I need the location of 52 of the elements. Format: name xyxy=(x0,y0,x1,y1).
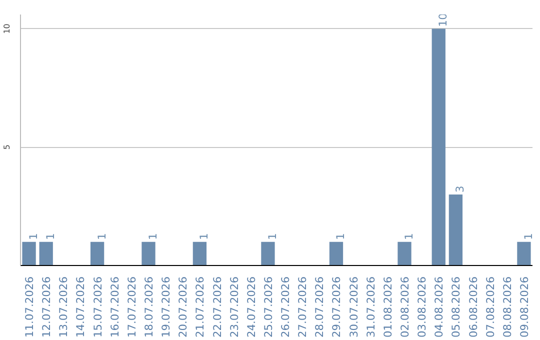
x-tick-label: 17.07.2026 xyxy=(125,276,138,338)
x-tick-label: 09.08.2026 xyxy=(518,276,531,338)
x-tick-label: 20.07.2026 xyxy=(176,276,190,338)
x-tick-label: 30.07.2026 xyxy=(347,276,360,338)
bar xyxy=(329,242,344,266)
x-tick-label: 05.08.2026 xyxy=(450,276,463,338)
x-tick-label: 15.07.2026 xyxy=(91,276,104,338)
data-label: 1 xyxy=(44,233,58,240)
data-label: 1 xyxy=(522,233,535,240)
data-label: 1 xyxy=(266,233,279,240)
x-tick-label: 23.07.2026 xyxy=(228,276,241,338)
x-tick-label: 28.07.2026 xyxy=(313,276,326,338)
data-label: 3 xyxy=(454,186,467,192)
bar xyxy=(39,242,53,266)
bar xyxy=(192,242,207,266)
x-tick-label: 12.07.2026 xyxy=(40,276,54,338)
bar xyxy=(90,242,104,266)
x-tick-label: 13.07.2026 xyxy=(57,276,70,338)
y-tick-label: 5 xyxy=(2,144,12,150)
x-tick-label: 03.08.2026 xyxy=(416,276,429,338)
x-tick-label: 04.08.2026 xyxy=(432,276,446,338)
bar xyxy=(448,194,463,266)
x-tick-label: 06.08.2026 xyxy=(466,276,480,338)
x-tick-label: 01.08.2026 xyxy=(381,276,394,338)
data-label: 1 xyxy=(402,233,416,240)
x-tick-label: 07.08.2026 xyxy=(484,276,497,338)
data-label: 1 xyxy=(146,233,160,240)
x-tick-label: 26.07.2026 xyxy=(279,276,292,338)
x-tick-label: 14.07.2026 xyxy=(74,276,88,338)
x-tick-label: 08.08.2026 xyxy=(500,276,514,338)
x-tick-label: 21.07.2026 xyxy=(194,276,207,338)
x-tick-label: 22.07.2026 xyxy=(210,276,224,338)
data-label: 1 xyxy=(334,233,348,240)
x-tick-label: 19.07.2026 xyxy=(160,276,173,338)
bar xyxy=(398,242,412,266)
x-tick-label: 27.07.2026 xyxy=(296,276,310,338)
bar xyxy=(261,242,275,266)
bar xyxy=(142,242,156,266)
data-label: 1 xyxy=(198,233,211,240)
data-label: 1 xyxy=(95,233,108,240)
x-tick-label: 24.07.2026 xyxy=(244,276,258,338)
x-tick-label: 31.07.2026 xyxy=(364,276,378,338)
x-tick-label: 02.08.2026 xyxy=(398,276,412,338)
x-tick-label: 18.07.2026 xyxy=(142,276,156,338)
x-tick-label: 16.07.2026 xyxy=(108,276,122,338)
x-tick-label: 11.07.2026 xyxy=(23,276,36,338)
bar xyxy=(517,242,531,266)
x-tick-label: 25.07.2026 xyxy=(262,276,275,338)
bar xyxy=(22,242,36,266)
data-label: 1 xyxy=(27,233,40,240)
bar xyxy=(432,28,446,266)
x-tick-label: 29.07.2026 xyxy=(330,276,344,338)
